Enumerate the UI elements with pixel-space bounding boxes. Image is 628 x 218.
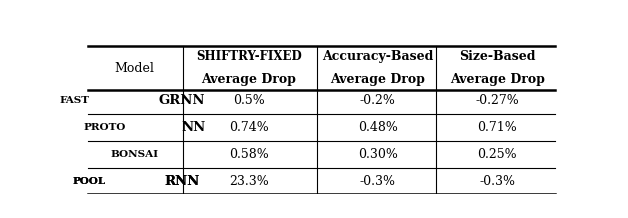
- Text: Accuracy-Based: Accuracy-Based: [322, 50, 433, 63]
- Text: RNN: RNN: [165, 175, 200, 188]
- Text: -0.2%: -0.2%: [360, 94, 396, 107]
- Text: GRNN: GRNN: [159, 94, 205, 107]
- Text: FAST: FAST: [60, 96, 89, 105]
- Text: 0.71%: 0.71%: [477, 121, 517, 134]
- Text: 0.48%: 0.48%: [358, 121, 398, 134]
- Text: NN: NN: [181, 121, 206, 134]
- Text: 0.58%: 0.58%: [229, 148, 269, 161]
- Text: 0.30%: 0.30%: [358, 148, 398, 161]
- Text: Average Drop: Average Drop: [330, 73, 425, 86]
- Text: SHIFTRY-FIXED: SHIFTRY-FIXED: [196, 50, 301, 63]
- Text: 0.74%: 0.74%: [229, 121, 269, 134]
- Text: -0.27%: -0.27%: [475, 94, 519, 107]
- Text: BONSAI: BONSAI: [111, 150, 158, 159]
- Text: 0.5%: 0.5%: [233, 94, 265, 107]
- Text: Average Drop: Average Drop: [450, 73, 544, 86]
- Text: POOL: POOL: [73, 177, 106, 186]
- Text: Size-Based: Size-Based: [459, 50, 535, 63]
- Text: -0.3%: -0.3%: [360, 175, 396, 188]
- Text: 23.3%: 23.3%: [229, 175, 269, 188]
- Text: PROTO: PROTO: [84, 123, 126, 132]
- Text: Model: Model: [114, 62, 154, 75]
- Text: 0.25%: 0.25%: [477, 148, 517, 161]
- Text: RNN: RNN: [165, 175, 200, 188]
- Text: Average Drop: Average Drop: [202, 73, 296, 86]
- Text: POOL: POOL: [73, 177, 106, 186]
- Text: -0.3%: -0.3%: [479, 175, 515, 188]
